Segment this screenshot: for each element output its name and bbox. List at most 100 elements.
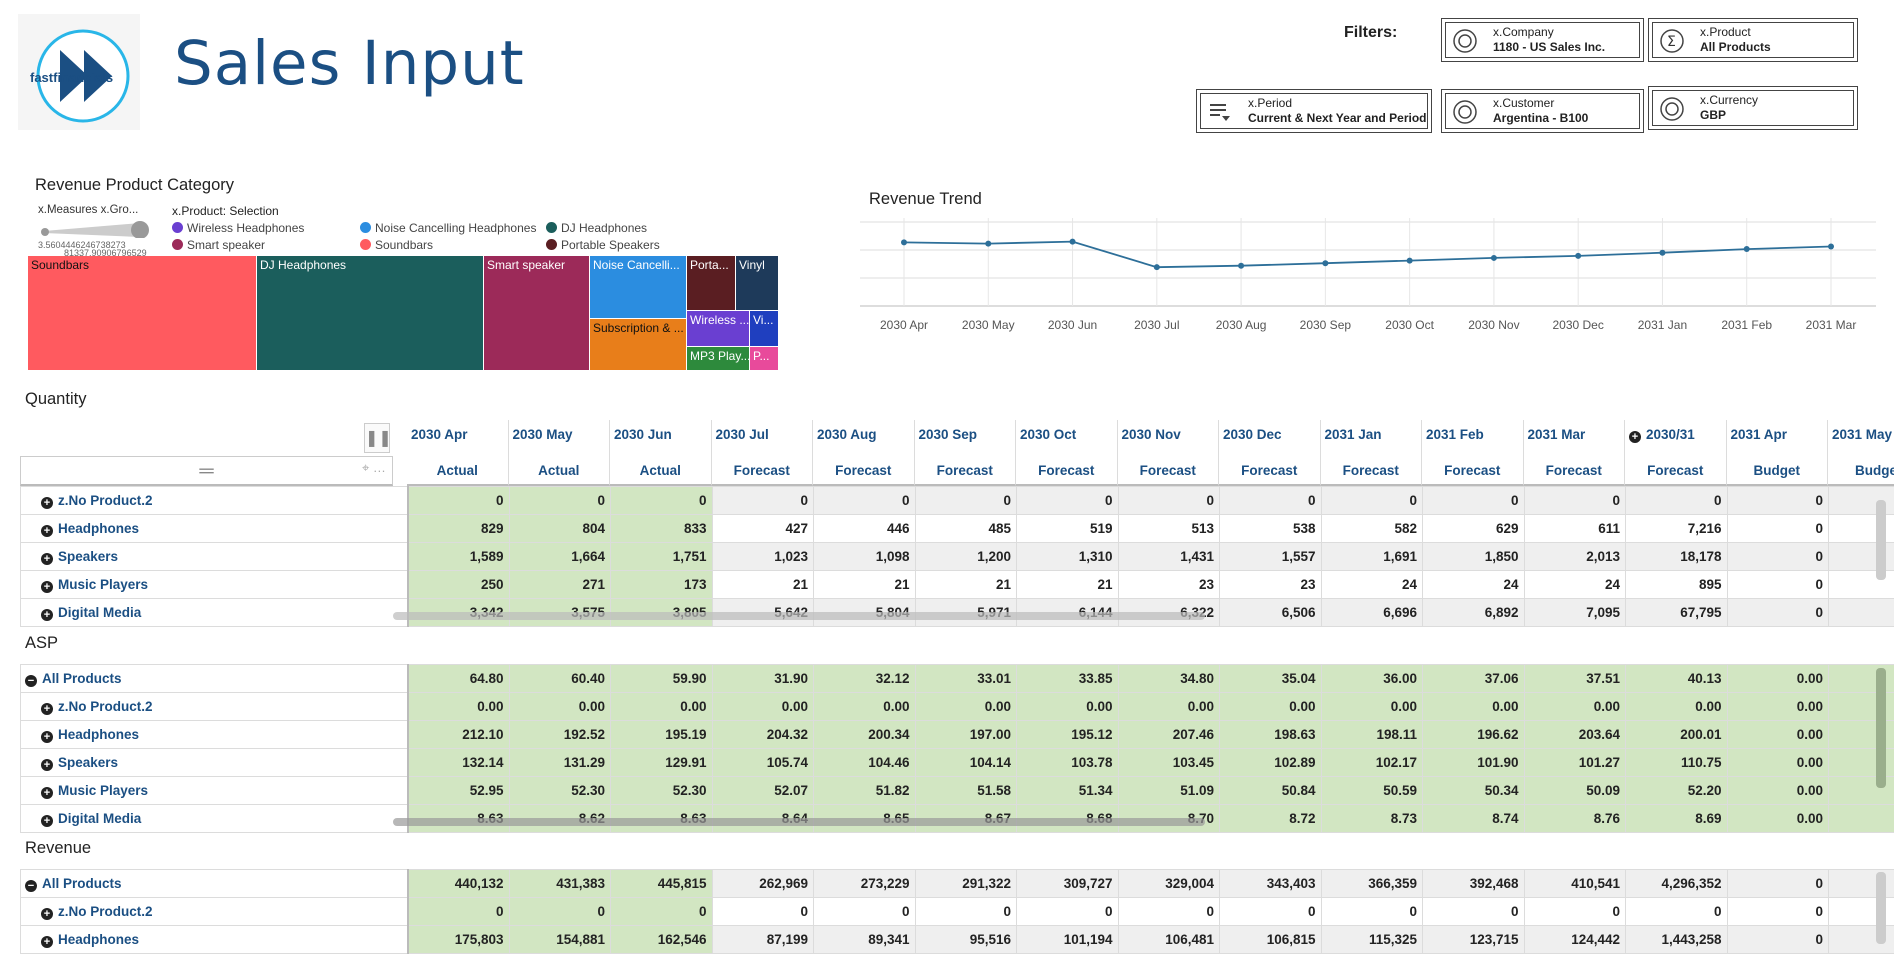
table-cell[interactable]: 1,589 [408,543,510,571]
table-cell[interactable]: 0.00 [1727,693,1829,721]
treemap-tile[interactable]: MP3 Play... [687,347,750,371]
table-cell[interactable]: 895 [1626,571,1728,599]
table-cell[interactable]: 101,194 [1017,926,1119,954]
treemap-tile[interactable]: DJ Headphones [257,256,484,371]
table-cell[interactable]: 51.82 [814,777,916,805]
table-cell[interactable]: 37.51 [1524,665,1626,693]
expand-icon[interactable]: + [41,581,53,593]
table-cell[interactable]: 0.00 [509,693,611,721]
table-cell[interactable]: 582 [1321,515,1423,543]
data-point[interactable] [1491,255,1497,261]
legend-item[interactable]: Soundbars [360,238,433,252]
table-cell[interactable]: 101.90 [1423,749,1525,777]
table-cell[interactable]: 23 [1220,571,1322,599]
treemap-tile[interactable]: Vinyl [736,256,779,311]
column-header[interactable]: 2030 Jul [712,420,814,456]
table-cell[interactable]: 21 [814,571,916,599]
table-cell[interactable]: 23 [1118,571,1220,599]
table-cell[interactable]: 629 [1423,515,1525,543]
column-header[interactable]: 2031 Feb [1422,420,1524,456]
table-cell[interactable]: 0.00 [1423,693,1525,721]
table-cell[interactable]: 37.06 [1423,665,1525,693]
table-cell[interactable]: 538 [1220,515,1322,543]
table-cell[interactable]: 52.07 [712,777,814,805]
column-header[interactable]: +2030/31 [1625,420,1727,456]
table-cell[interactable]: 0 [509,898,611,926]
table-cell[interactable]: 40.13 [1626,665,1728,693]
collapse-icon[interactable]: − [25,675,37,687]
table-cell[interactable]: 31.90 [712,665,814,693]
table-cell[interactable]: 200.34 [814,721,916,749]
table-cell[interactable]: 52.30 [509,777,611,805]
table-cell[interactable]: 8.69 [1626,805,1728,833]
row-header[interactable]: +z.No Product.2 [21,487,408,515]
table-cell[interactable]: 2,013 [1524,543,1626,571]
row-header[interactable]: +Headphones [21,721,408,749]
table-cell[interactable]: 106,815 [1220,926,1322,954]
table-cell[interactable]: 431,383 [509,870,611,898]
table-cell[interactable]: 392,468 [1423,870,1525,898]
table-cell[interactable]: 101.27 [1524,749,1626,777]
table-cell[interactable]: 115,325 [1321,926,1423,954]
table-cell[interactable]: 212.10 [408,721,510,749]
table-cell[interactable]: 1,691 [1321,543,1423,571]
table-cell[interactable]: 0 [1321,487,1423,515]
table-cell[interactable]: 519 [1017,515,1119,543]
table-cell[interactable]: 198.11 [1321,721,1423,749]
table-cell[interactable]: 262,969 [712,870,814,898]
table-cell[interactable]: 0 [1017,487,1119,515]
column-header[interactable]: 2030 Sep [915,420,1017,456]
table-cell[interactable]: 200.01 [1626,721,1728,749]
table-cell[interactable]: 102.89 [1220,749,1322,777]
table-cell[interactable]: 124,442 [1524,926,1626,954]
table-cell[interactable]: 175,803 [408,926,510,954]
table-cell[interactable]: 309,727 [1017,870,1119,898]
table-cell[interactable]: 1,664 [509,543,611,571]
table-cell[interactable]: 343,403 [1220,870,1322,898]
column-header[interactable]: 2031 Mar [1524,420,1626,456]
table-cell[interactable]: 0 [712,487,814,515]
table-cell[interactable]: 829 [408,515,510,543]
table-cell[interactable]: 0.00 [611,693,713,721]
column-header[interactable]: 2031 Jan [1321,420,1423,456]
column-header[interactable]: 2030 Jun [610,420,712,456]
table-cell[interactable]: 33.85 [1017,665,1119,693]
table-cell[interactable]: 204.32 [712,721,814,749]
table-cell[interactable]: 7,216 [1626,515,1728,543]
table-cell[interactable]: 173 [611,571,713,599]
table-cell[interactable]: 440,132 [408,870,510,898]
table-cell[interactable]: 445,815 [611,870,713,898]
treemap-tile[interactable]: Subscription & ... [590,319,687,371]
table-cell[interactable]: 8.74 [1423,805,1525,833]
data-point[interactable] [1238,263,1244,269]
table-cell[interactable]: 24 [1321,571,1423,599]
table-cell[interactable]: 106,481 [1118,926,1220,954]
table-cell[interactable]: 8.72 [1220,805,1322,833]
table-cell[interactable]: 410,541 [1524,870,1626,898]
column-header[interactable]: 2030 Nov [1118,420,1220,456]
table-cell[interactable]: 4,296,352 [1626,870,1728,898]
row-header[interactable]: +Music Players [21,571,408,599]
table-cell[interactable]: 21 [915,571,1017,599]
table-cell[interactable]: 250 [408,571,510,599]
pause-icon[interactable]: ❚❚ [364,423,390,453]
table-cell[interactable]: 7,095 [1524,599,1626,627]
table-cell[interactable]: 52.20 [1626,777,1728,805]
table-cell[interactable]: 21 [1017,571,1119,599]
table-cell[interactable]: 273,229 [814,870,916,898]
data-point[interactable] [1659,250,1665,256]
expand-icon[interactable]: + [41,815,53,827]
table-cell[interactable]: 102.17 [1321,749,1423,777]
table-cell[interactable]: 131.29 [509,749,611,777]
row-header[interactable]: +Speakers [21,749,408,777]
table-cell[interactable]: 197.00 [915,721,1017,749]
table-cell[interactable]: 95,516 [915,926,1017,954]
table-cell[interactable]: 132.14 [408,749,510,777]
expand-icon[interactable]: + [41,731,53,743]
table-cell[interactable]: 0 [712,898,814,926]
table-cell[interactable]: 0.00 [712,693,814,721]
table-cell[interactable]: 50.34 [1423,777,1525,805]
